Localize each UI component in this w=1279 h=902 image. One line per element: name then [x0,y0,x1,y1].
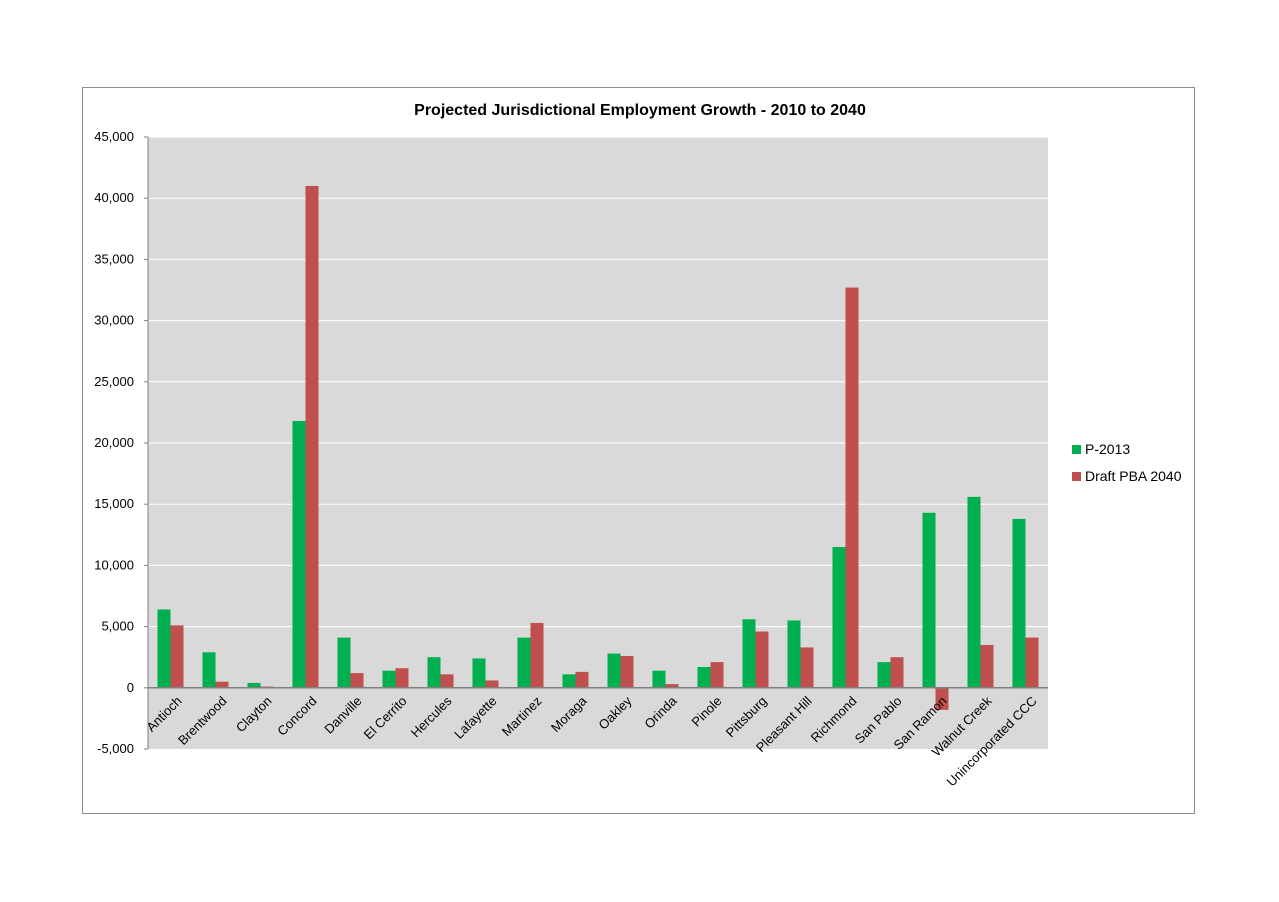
bar-p2013 [337,637,351,688]
bar-draft-pba-2040 [1025,637,1039,688]
bar-p2013 [742,619,756,688]
legend: P-2013 Draft PBA 2040 [1072,441,1182,484]
legend-label: Draft PBA 2040 [1085,468,1182,484]
y-tick-label: 20,000 [94,435,134,450]
bar-p2013 [877,662,891,688]
y-tick-label: 30,000 [94,313,134,328]
y-tick-label: 10,000 [94,557,134,572]
bar-p2013 [967,496,981,688]
bar-draft-pba-2040 [845,287,859,688]
bar-p2013 [247,682,261,688]
bar-p2013 [652,670,666,688]
bar-draft-pba-2040 [485,680,499,688]
bar-p2013 [157,609,171,688]
bar-draft-pba-2040 [215,681,229,688]
legend-label: P-2013 [1085,441,1130,457]
bar-p2013 [562,674,576,688]
y-tick-label: 40,000 [94,190,134,205]
y-axis-ticks: -5,000 0 5,000 10,000 15,000 20,000 25,000 30,0… [94,129,148,756]
y-tick-label: 0 [127,680,134,695]
bar-draft-pba-2040 [980,644,994,688]
y-tick-label: 15,000 [94,496,134,511]
bar-p2013 [427,657,441,688]
bar-p2013 [517,637,531,688]
bar-p2013 [607,653,621,688]
bar-p2013 [697,666,711,688]
y-tick-label: 45,000 [94,129,134,144]
bar-draft-pba-2040 [350,673,364,688]
legend-swatch [1072,445,1081,454]
bars [157,185,1039,710]
bar-draft-pba-2040 [620,655,634,688]
bar-p2013 [292,420,306,688]
bar-draft-pba-2040 [170,625,184,688]
legend-swatch [1072,472,1081,481]
bar-draft-pba-2040 [305,185,319,688]
chart-svg: Projected Jurisdictional Employment Grow… [94,102,1182,789]
bar-p2013 [787,620,801,688]
y-tick-label: 25,000 [94,374,134,389]
chart-title: Projected Jurisdictional Employment Grow… [414,102,866,119]
bar-draft-pba-2040 [395,668,409,688]
bar-draft-pba-2040 [665,684,679,688]
bar-draft-pba-2040 [530,622,544,688]
bar-draft-pba-2040 [800,647,814,688]
bar-draft-pba-2040 [575,671,589,688]
bar-draft-pba-2040 [710,662,724,688]
bar-draft-pba-2040 [890,657,904,688]
y-tick-label: 35,000 [94,251,134,266]
bar-draft-pba-2040 [440,674,454,688]
y-tick-label: 5,000 [101,619,134,634]
bar-draft-pba-2040 [755,631,769,688]
bar-p2013 [1012,518,1026,688]
bar-p2013 [922,512,936,688]
bar-p2013 [202,652,216,688]
bar-p2013 [832,547,846,688]
bar-p2013 [382,670,396,688]
chart-frame: Projected Jurisdictional Employment Grow… [82,87,1195,814]
y-tick-label: -5,000 [97,741,134,756]
bar-p2013 [472,658,486,688]
bar-draft-pba-2040 [935,687,949,710]
